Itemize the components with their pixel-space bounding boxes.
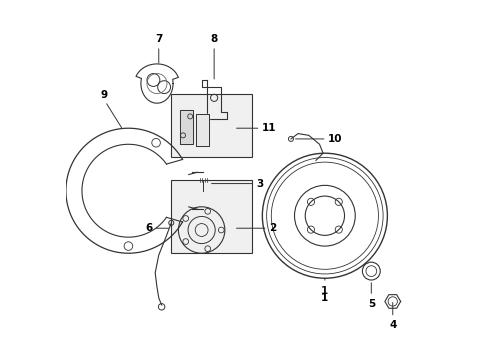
Text: 8: 8 [210,33,217,44]
Text: 4: 4 [388,320,396,330]
Text: 7: 7 [155,33,162,44]
Text: 10: 10 [327,134,342,144]
Text: 9: 9 [101,90,108,100]
Text: 1: 1 [321,293,328,302]
Bar [171,94,251,157]
Text: 11: 11 [261,123,276,133]
Text: 1: 1 [321,278,328,296]
Text: 6: 6 [145,223,152,233]
Text: 2: 2 [268,223,276,233]
Text: 5: 5 [367,298,374,309]
Bar [171,180,251,253]
Polygon shape [180,111,192,144]
Polygon shape [196,114,208,146]
Text: 3: 3 [256,179,263,189]
